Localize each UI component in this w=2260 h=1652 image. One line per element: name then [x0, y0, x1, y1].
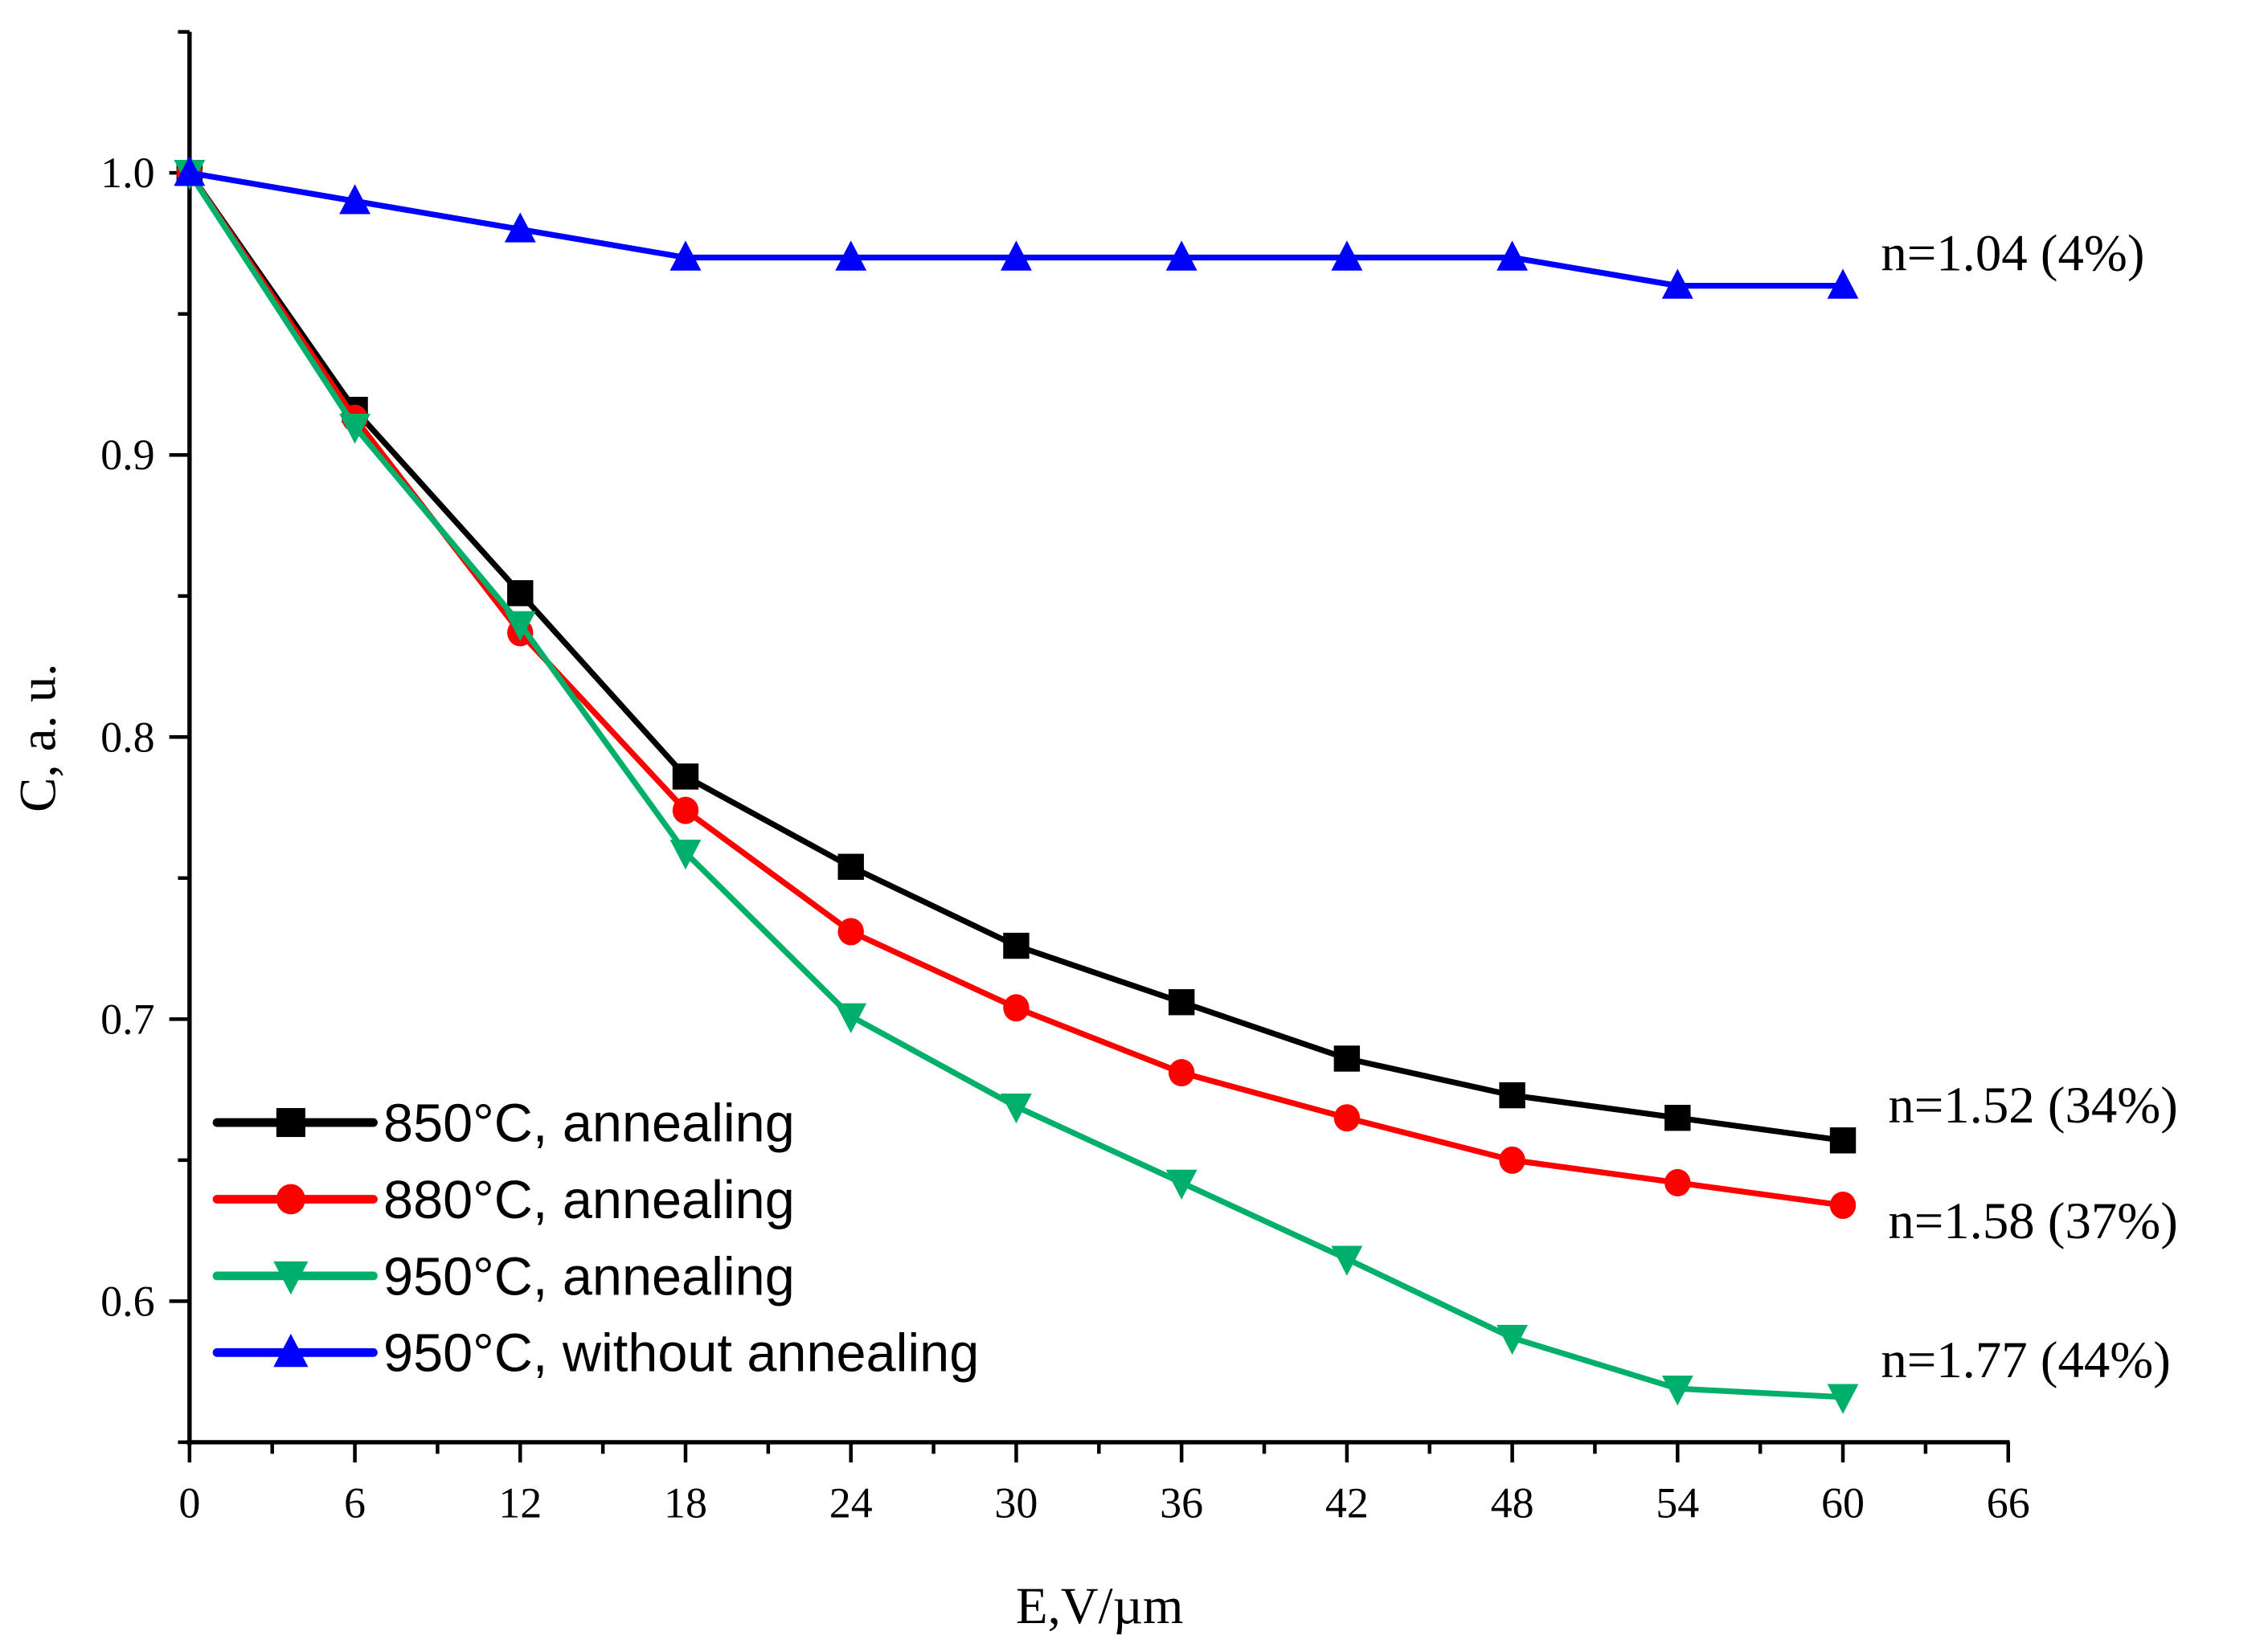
legend-label: 950°C, without annealing — [383, 1324, 979, 1384]
series-line — [186, 171, 1844, 1208]
y-tick-label: 0.6 — [100, 1277, 155, 1325]
x-tick-label: 42 — [1325, 1479, 1369, 1527]
triangle-up-marker — [835, 240, 867, 271]
square-marker — [837, 853, 864, 880]
triangle-down-marker — [1827, 1384, 1859, 1414]
x-tick-label: 48 — [1491, 1479, 1534, 1527]
axes: 0 6 12 18 24 30 36 42 48 54 60 66 0.6 0.7 0.8 0.9 1.0 — [100, 30, 2030, 1527]
legend-label: 850°C, annealing — [383, 1094, 795, 1153]
square-marker — [1664, 1104, 1691, 1131]
annotation-label: n=1.52 (34%) — [1888, 1077, 2177, 1135]
x-tick-label: 36 — [1160, 1479, 1203, 1527]
circle-marker — [1333, 1104, 1361, 1132]
series-1 — [176, 159, 1857, 1220]
triangle-up-marker — [1496, 240, 1529, 271]
triangle-up-marker — [504, 212, 536, 243]
x-tick-label: 12 — [498, 1479, 542, 1527]
square-marker — [276, 1108, 305, 1138]
series-2 — [174, 159, 1859, 1414]
triangle-down-marker — [1165, 1169, 1198, 1200]
y-tick-label: 0.9 — [100, 431, 155, 479]
circle-marker — [1499, 1146, 1525, 1174]
circle-marker — [837, 918, 864, 946]
triangle-up-marker — [1165, 240, 1198, 271]
circle-marker — [276, 1184, 305, 1215]
y-tick-label: 1.0 — [100, 149, 155, 197]
square-marker — [1829, 1127, 1857, 1154]
x-tick-label: 24 — [829, 1479, 873, 1527]
triangle-down-marker — [1000, 1093, 1032, 1124]
annotation-label: n=1.58 (37%) — [1888, 1192, 2177, 1250]
circle-marker — [1829, 1192, 1857, 1220]
triangle-down-marker — [273, 1261, 309, 1295]
square-marker — [672, 763, 699, 790]
y-tick-label: 0.8 — [100, 713, 155, 761]
x-tick-label: 66 — [1987, 1479, 2030, 1527]
x-tick-label: 60 — [1821, 1479, 1865, 1527]
triangle-up-marker — [174, 156, 206, 186]
triangle-up-marker — [339, 184, 371, 215]
legend-label: 880°C, annealing — [383, 1171, 795, 1230]
y-axis-label: C, a. u. — [9, 663, 67, 812]
x-tick-label: 0 — [178, 1479, 200, 1527]
square-marker — [1168, 989, 1195, 1016]
x-tick-label: 6 — [344, 1479, 366, 1527]
circle-marker — [1664, 1168, 1691, 1196]
legend-item: 850°C, annealing — [212, 1094, 795, 1153]
triangle-up-marker — [669, 240, 702, 271]
x-tick-label: 30 — [994, 1479, 1038, 1527]
square-marker — [507, 580, 534, 607]
triangle-down-marker — [1496, 1324, 1529, 1356]
annotation-label: n=1.04 (4%) — [1881, 225, 2144, 283]
square-marker — [1333, 1045, 1361, 1072]
annotation-label: n=1.77 (44%) — [1881, 1331, 2170, 1389]
triangle-up-marker — [1000, 240, 1032, 271]
y-tick-label: 0.7 — [100, 995, 155, 1043]
triangle-down-marker — [669, 840, 702, 870]
x-axis-label: E,V/µm — [1016, 1577, 1183, 1635]
legend-item: 880°C, annealing — [212, 1171, 795, 1230]
triangle-up-marker — [1661, 268, 1693, 299]
triangle-down-marker — [339, 413, 371, 444]
circle-marker — [672, 796, 699, 824]
triangle-down-marker — [835, 1003, 867, 1033]
triangle-down-marker — [1661, 1376, 1693, 1406]
triangle-up-marker — [1331, 240, 1363, 271]
triangle-down-marker — [1331, 1245, 1363, 1276]
triangle-down-marker — [504, 611, 536, 641]
circle-marker — [1168, 1059, 1195, 1087]
legend-label: 950°C, annealing — [383, 1247, 795, 1306]
legend: 850°C, annealing 880°C, annealing 950°C, a… — [212, 1094, 979, 1384]
x-tick-label: 18 — [664, 1479, 707, 1527]
x-tick-label: 54 — [1656, 1479, 1699, 1527]
legend-item: 950°C, without annealing — [212, 1324, 979, 1384]
legend-item: 950°C, annealing — [212, 1247, 795, 1306]
annotations: n=1.52 (34%) n=1.58 (37%) n=1.77 (44%) n=1.… — [1881, 225, 2177, 1389]
triangle-up-marker — [1827, 268, 1859, 299]
triangle-up-marker — [273, 1333, 309, 1368]
series-3 — [174, 156, 1859, 299]
series-group — [174, 156, 1859, 1414]
square-marker — [1499, 1082, 1525, 1109]
square-marker — [1003, 932, 1030, 959]
circle-marker — [1003, 994, 1030, 1022]
